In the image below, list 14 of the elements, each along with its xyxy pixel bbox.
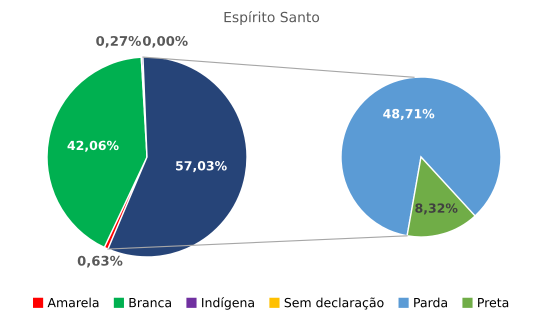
- data-label: 0,27%: [96, 36, 141, 48]
- legend-label: Preta: [478, 298, 508, 308]
- legend-label: Branca: [130, 298, 171, 308]
- data-label: 48,71%: [383, 108, 434, 120]
- data-label: 57,03%: [176, 161, 227, 172]
- legend-label: Indígena: [202, 297, 254, 310]
- data-label: 0,63%: [78, 256, 122, 268]
- chart-title: Espírito Santo: [224, 11, 320, 25]
- data-label: 8,32%: [415, 203, 458, 214]
- legend-label: Sem declaração: [284, 297, 384, 310]
- legend-label: Amarela: [48, 298, 98, 308]
- data-label: 42,06%: [68, 140, 119, 152]
- text: 0,00%: [142, 36, 188, 48]
- legend-label: Parda: [414, 298, 447, 308]
